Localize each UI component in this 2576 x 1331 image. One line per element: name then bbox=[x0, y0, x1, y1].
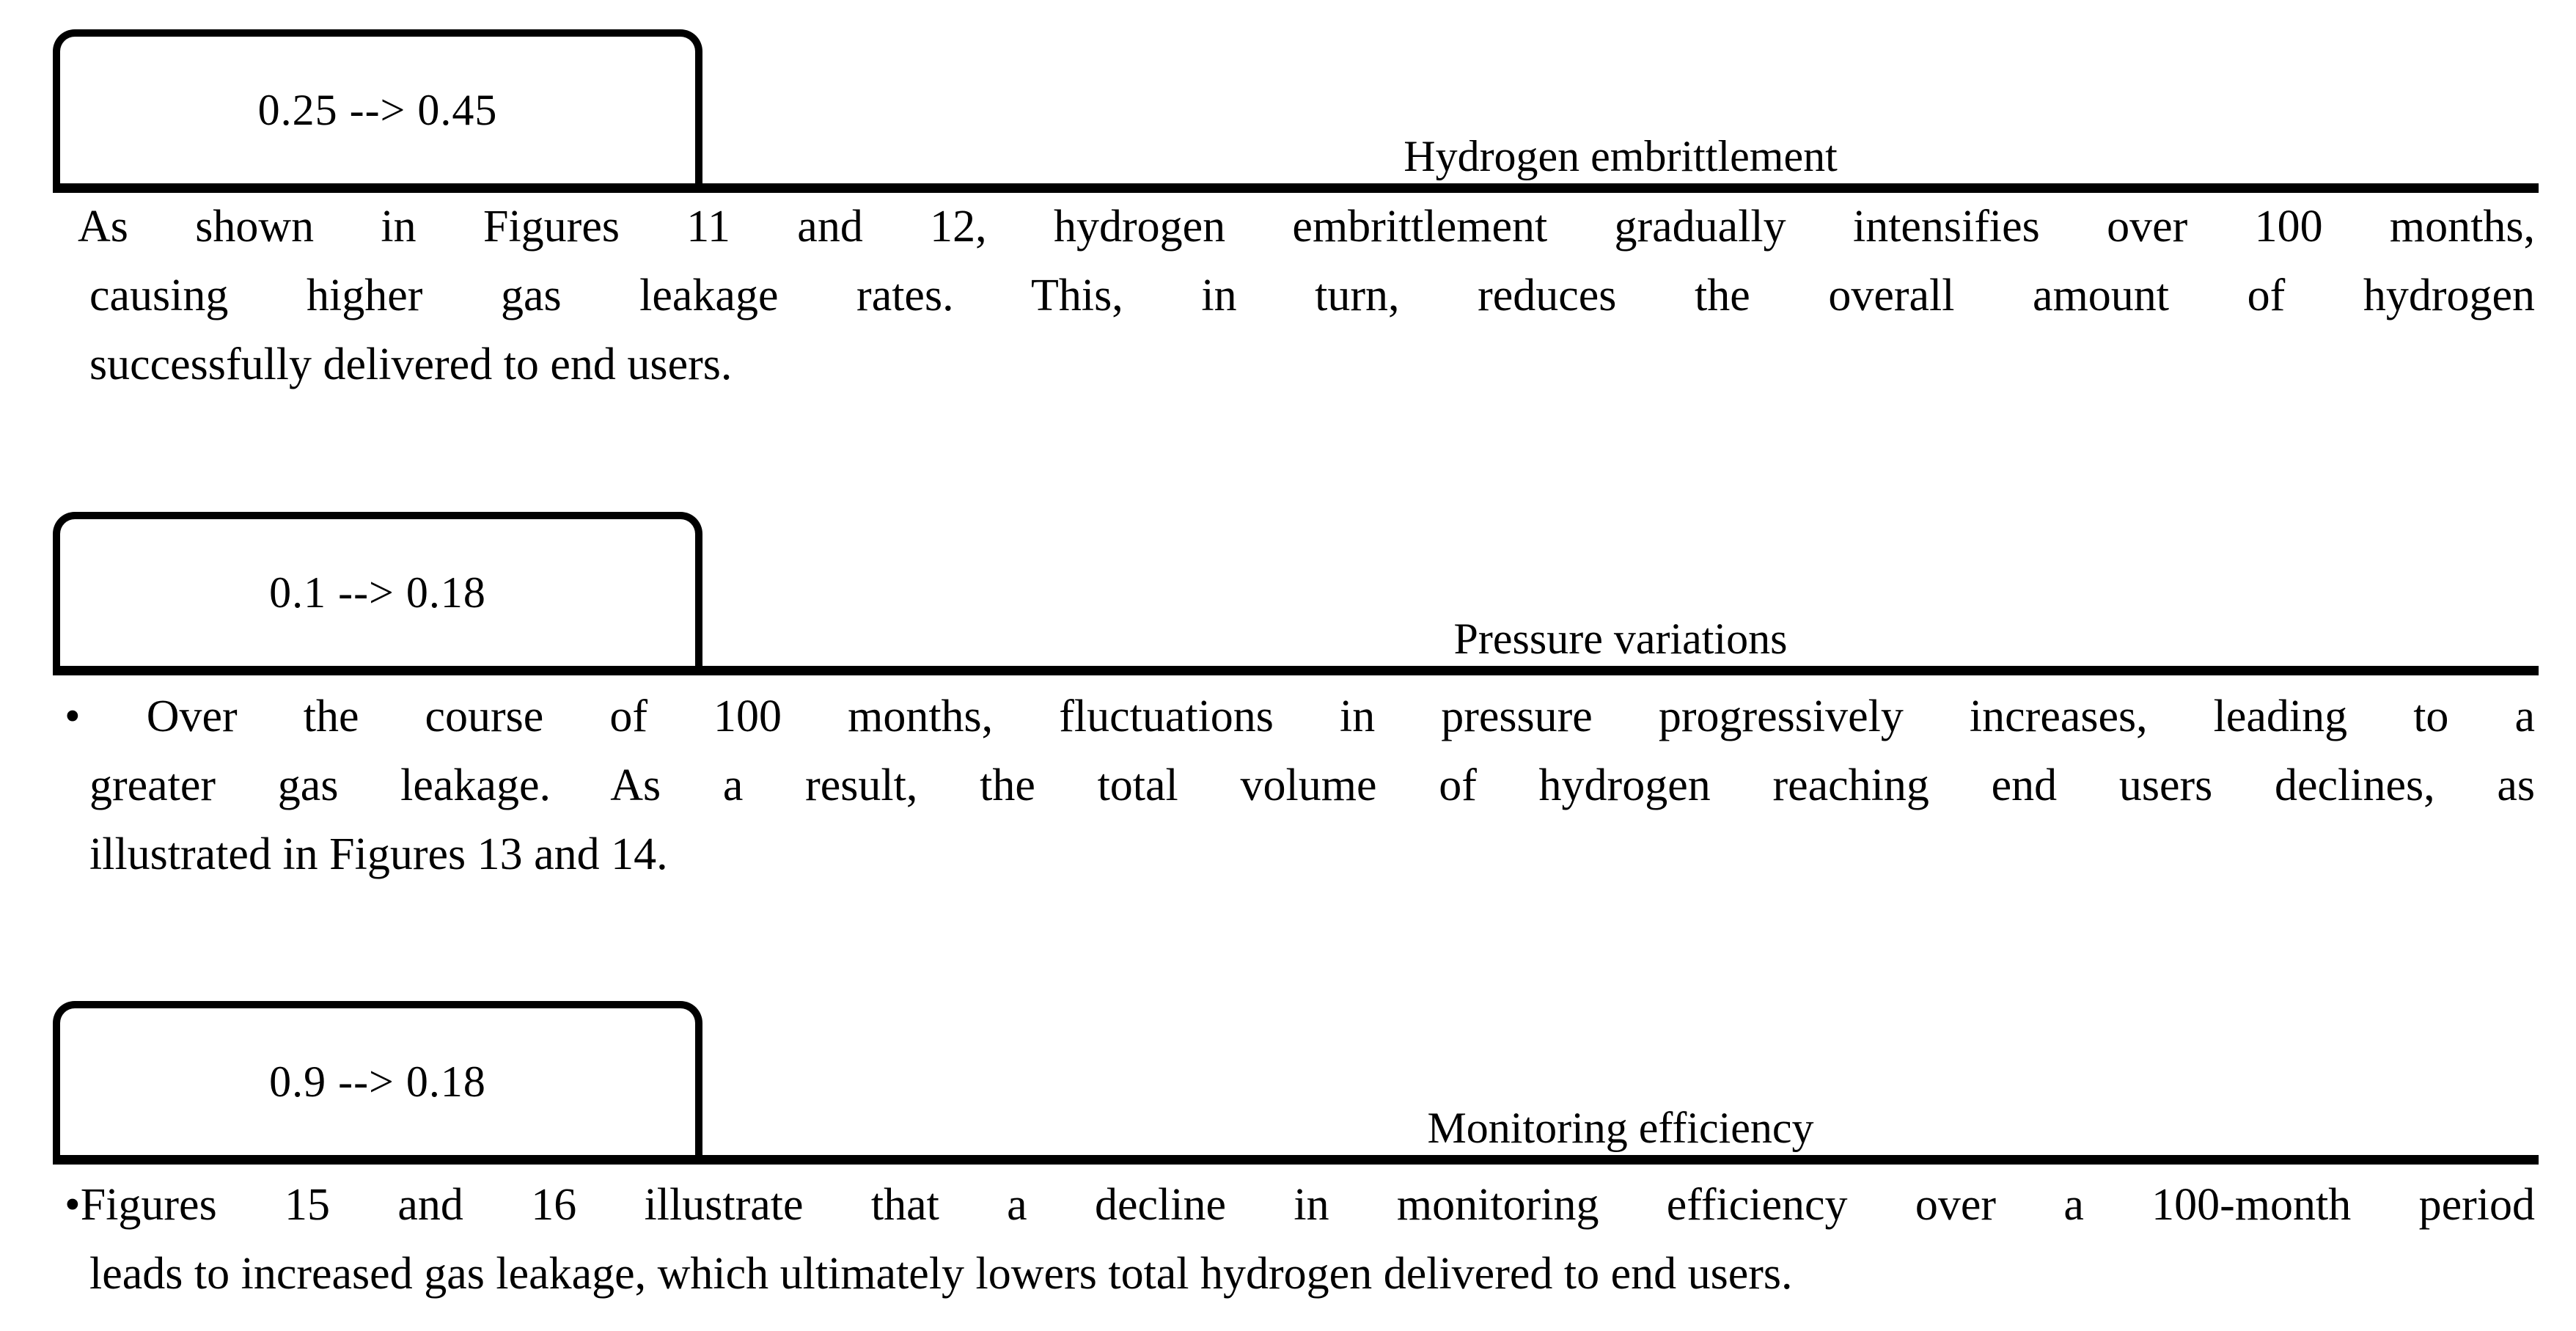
paragraph-line: greater gas leakage. As a result, the to… bbox=[89, 760, 2535, 810]
section-title: Hydrogen embrittlement bbox=[1403, 132, 1838, 180]
value-range-label: 0.9 --> 0.18 bbox=[269, 1057, 486, 1106]
section-title: Pressure variations bbox=[1453, 615, 1788, 663]
value-tab: 0.25 --> 0.45 bbox=[53, 29, 702, 183]
paragraph-line: As shown in Figures 11 and 12, hydrogen … bbox=[78, 202, 2535, 252]
section-header: 0.25 --> 0.45 Hydrogen embrittlement bbox=[53, 29, 2539, 193]
value-range-label: 0.1 --> 0.18 bbox=[269, 568, 486, 617]
value-tab: 0.9 --> 0.18 bbox=[53, 1001, 702, 1155]
paragraph-line: • Over the course of 100 months, fluctua… bbox=[65, 692, 2535, 741]
section-title: Monitoring efficiency bbox=[1427, 1104, 1814, 1152]
section-paragraph: As shown in Figures 11 and 12, hydrogen … bbox=[78, 192, 2535, 399]
paragraph-line: •Figures 15 and 16 illustrate that a dec… bbox=[65, 1180, 2535, 1230]
section-paragraph: • Over the course of 100 months, fluctua… bbox=[65, 682, 2535, 889]
paragraph-line: illustrated in Figures 13 and 14. bbox=[89, 829, 668, 879]
section-paragraph: •Figures 15 and 16 illustrate that a dec… bbox=[65, 1170, 2535, 1308]
paragraph-line: successfully delivered to end users. bbox=[89, 340, 733, 389]
value-range-label: 0.25 --> 0.45 bbox=[257, 85, 498, 134]
paragraph-line: causing higher gas leakage rates. This, … bbox=[89, 271, 2535, 320]
paragraph-line: leads to increased gas leakage, which ul… bbox=[89, 1249, 1793, 1299]
value-tab: 0.1 --> 0.18 bbox=[53, 512, 702, 666]
section-header: 0.9 --> 0.18 Monitoring efficiency bbox=[53, 1001, 2539, 1165]
section-header: 0.1 --> 0.18 Pressure variations bbox=[53, 512, 2539, 675]
